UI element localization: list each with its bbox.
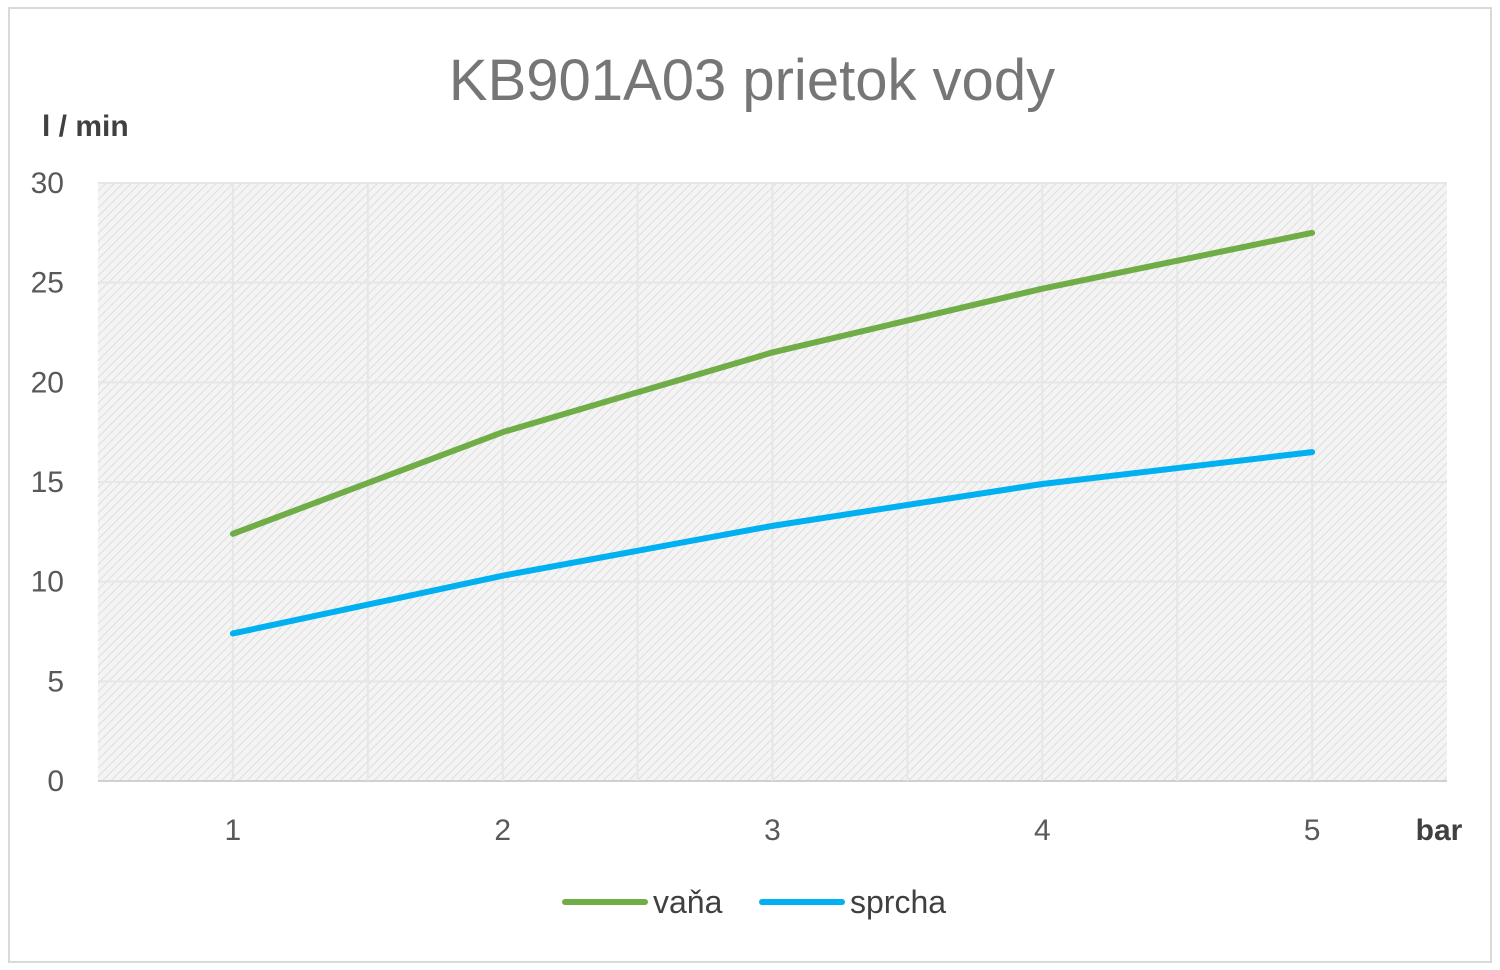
y-tick-label: 15 (31, 466, 64, 499)
chart-title: KB901A03 prietok vody (449, 48, 1055, 113)
x-tick-label: 5 (1304, 814, 1321, 847)
y-tick-label: 20 (31, 366, 64, 399)
y-tick-label: 10 (31, 566, 64, 599)
tick-labels: 0 5 10 15 20 25 30 1 2 3 4 5 (31, 167, 1321, 847)
legend-label: vaňa (653, 884, 723, 920)
legend: vaňa sprcha (562, 884, 946, 920)
y-axis-title: l / min (42, 110, 129, 143)
y-tick-label: 25 (31, 267, 64, 300)
x-tick-label: 3 (764, 814, 781, 847)
series-line-1 (229, 229, 1316, 537)
y-tick-label: 30 (31, 167, 64, 200)
y-tick-label: 0 (47, 765, 64, 798)
x-tick-label: 2 (494, 814, 511, 847)
legend-label: sprcha (850, 884, 946, 920)
y-tick-label: 5 (47, 665, 64, 698)
series-line-2 (229, 449, 1316, 637)
x-tick-label: 4 (1034, 814, 1051, 847)
series-layer (229, 229, 1316, 637)
x-axis-title: bar (1416, 814, 1463, 847)
x-tick-label: 1 (225, 814, 242, 847)
